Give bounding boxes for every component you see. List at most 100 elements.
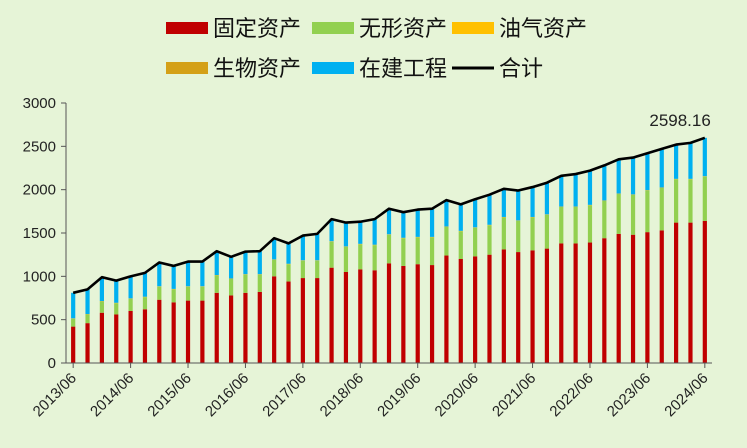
bar-segment-series-1 <box>559 207 564 244</box>
bar-segment-series-4 <box>702 137 707 177</box>
bar-segment-series-0 <box>142 309 148 363</box>
bar-segment-series-1 <box>214 275 219 293</box>
x-tick-label: 2022/06 <box>546 370 596 420</box>
bar-segment-series-1 <box>674 179 679 223</box>
legend-swatch <box>312 62 354 74</box>
annotation: 2598.16 <box>649 111 710 130</box>
legend-swatch <box>452 22 494 34</box>
bar-segment-series-1 <box>630 194 636 235</box>
bar-segment-series-0 <box>329 267 334 363</box>
bar-segment-series-1 <box>185 286 191 301</box>
bar-segment-series-4 <box>85 289 90 315</box>
bar-segment-series-0 <box>71 326 76 363</box>
bar-segment-series-4 <box>544 182 550 215</box>
bar-segment-series-0 <box>559 243 564 363</box>
bar-segment-series-4 <box>372 219 377 245</box>
bar-segment-series-4 <box>645 153 650 191</box>
bar-segment-series-0 <box>315 278 320 363</box>
bar-segment-series-1 <box>401 238 406 266</box>
bar-segment-series-4 <box>300 235 305 261</box>
bar-segment-series-0 <box>171 302 176 363</box>
y-tick-label: 2500 <box>23 138 56 155</box>
bar-segment-series-4 <box>688 142 693 179</box>
x-tick-label: 2017/06 <box>259 370 309 420</box>
x-axis: 2013/06 2014/06 2015/06 2016/06 2017/06 2018/… <box>30 362 712 420</box>
bar-segment-series-4 <box>473 199 478 228</box>
bar-segment-series-4 <box>415 209 420 237</box>
legend-label: 固定资产 <box>213 17 301 42</box>
bar-segment-series-0 <box>702 220 707 363</box>
x-tick-label: 2023/06 <box>604 370 654 420</box>
bar-segment-series-1 <box>602 200 607 239</box>
bars <box>71 137 707 363</box>
bar-segment-series-4 <box>329 219 334 242</box>
bar-segment-series-0 <box>386 263 392 363</box>
y-tick-label: 1000 <box>23 268 56 285</box>
bar-segment-series-0 <box>228 295 234 363</box>
bar-segment-series-0 <box>358 269 363 363</box>
legend-label: 合计 <box>499 57 543 82</box>
x-tick-label: 2018/06 <box>317 370 367 420</box>
legend-swatch <box>312 22 354 34</box>
bar-segment-series-0 <box>674 222 679 363</box>
bar-segment-series-0 <box>272 276 277 363</box>
legend-label: 油气资产 <box>499 17 587 42</box>
x-tick-label: 2019/06 <box>374 370 424 420</box>
bar-segment-series-4 <box>228 256 234 279</box>
bar-segment-series-1 <box>114 303 119 315</box>
bar-segment-series-4 <box>458 204 463 231</box>
bar-segment-series-0 <box>85 323 90 363</box>
bar-segment-series-4 <box>616 159 621 194</box>
bar-segment-series-4 <box>171 265 176 289</box>
x-tick-label: 2021/06 <box>489 370 539 420</box>
bar-segment-series-0 <box>300 278 305 363</box>
legend-item: 生物资产 <box>166 57 301 82</box>
bar-segment-series-0 <box>114 314 119 363</box>
legend-item: 固定资产 <box>166 17 301 42</box>
bar-segment-series-1 <box>171 289 176 303</box>
bar-segment-series-1 <box>228 278 234 296</box>
bar-segment-series-1 <box>429 237 435 266</box>
bar-segment-series-1 <box>616 194 621 234</box>
x-tick-label: 2015/06 <box>144 370 194 420</box>
bar-segment-series-0 <box>530 250 535 363</box>
bar-segment-series-0 <box>429 265 435 363</box>
bar-segment-series-0 <box>128 311 133 363</box>
bar-segment-series-4 <box>501 188 506 217</box>
bar-segment-series-0 <box>200 300 205 363</box>
bar-segment-series-4 <box>559 175 564 207</box>
bar-segment-series-4 <box>602 165 607 201</box>
bar-segment-series-0 <box>573 243 578 363</box>
bar-segment-series-4 <box>587 170 593 205</box>
bar-segment-series-1 <box>458 231 463 259</box>
total-line <box>72 136 706 295</box>
bar-segment-series-1 <box>243 274 248 293</box>
bar-segment-series-0 <box>458 259 463 363</box>
bar-segment-series-1 <box>688 179 693 223</box>
bar-segment-series-0 <box>630 234 636 363</box>
bar-segment-series-1 <box>85 314 90 324</box>
bar-segment-series-1 <box>587 205 593 243</box>
bar-segment-series-1 <box>257 274 262 292</box>
bar-segment-series-0 <box>444 255 449 363</box>
y-tick-label: 1500 <box>23 225 56 242</box>
bar-segment-series-4 <box>444 200 449 227</box>
bar-segment-series-4 <box>286 243 291 264</box>
bar-segment-series-0 <box>616 233 621 363</box>
bar-segment-series-4 <box>429 208 435 237</box>
bar-segment-series-0 <box>185 300 191 363</box>
bar-segment-series-4 <box>243 251 248 275</box>
bar-segment-series-1 <box>315 260 320 279</box>
bar-segment-series-4 <box>71 292 76 319</box>
bar-segment-series-4 <box>401 212 406 238</box>
bar-segment-series-4 <box>487 194 492 225</box>
bar-segment-series-1 <box>487 225 492 255</box>
bar-segment-series-0 <box>257 291 262 363</box>
bar-segment-series-4 <box>530 187 535 217</box>
bar-segment-series-4 <box>674 144 679 179</box>
bar-segment-series-1 <box>702 176 707 221</box>
y-tick-label: 2000 <box>23 182 56 199</box>
bar-segment-series-0 <box>372 270 377 363</box>
